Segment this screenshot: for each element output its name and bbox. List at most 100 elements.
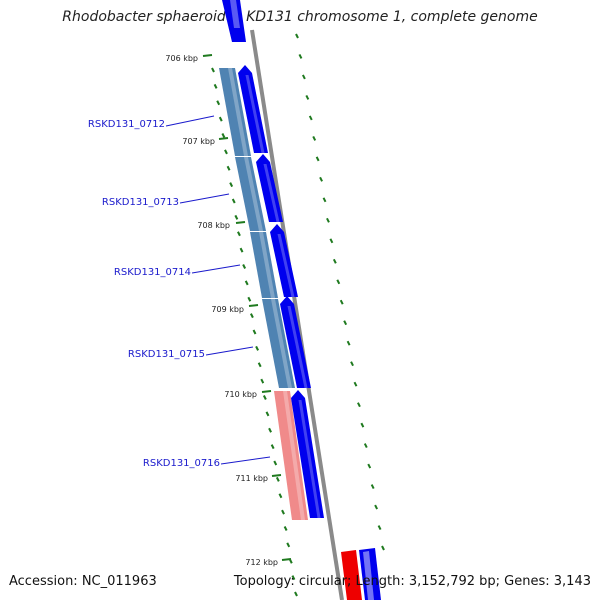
track-dot (257, 362, 262, 368)
tick-mark (281, 558, 292, 561)
inner-dotted-track (211, 67, 298, 597)
gene-label-rskd131-0716[interactable]: RSKD131_0716 (143, 458, 220, 469)
accession-text: Accession: NC_011963 (9, 574, 157, 589)
gene-bar[interactable] (250, 232, 278, 298)
track-dot (260, 378, 265, 384)
cds-arrow-highlight (245, 75, 265, 153)
track-dot (360, 422, 365, 428)
track-dot (343, 320, 348, 326)
cds-arrow[interactable] (256, 154, 283, 222)
cds-arrow[interactable] (238, 65, 268, 153)
track-dot (377, 525, 382, 530)
gene-label-rskd131-0715[interactable]: RSKD131_0715 (128, 349, 205, 360)
track-dot (244, 280, 249, 286)
track-dot (374, 504, 379, 510)
gene-bar[interactable] (235, 157, 266, 231)
track-dot (247, 296, 252, 302)
track-dot (367, 463, 372, 469)
cds-forward-partial-bottom[interactable] (359, 548, 381, 600)
track-dot (281, 509, 285, 515)
rna-feature-partial[interactable] (341, 550, 362, 600)
tick-label: 706 kbp (165, 54, 198, 63)
track-dot (381, 545, 385, 551)
tick-label: 709 kbp (211, 305, 244, 314)
tick-mark (271, 474, 282, 477)
gene-bar-highlight (228, 68, 248, 156)
track-dot (239, 247, 244, 253)
track-dot (370, 484, 375, 490)
cds-arrow[interactable] (291, 390, 324, 518)
gene-bar-highlight (259, 232, 275, 298)
tick-label: 711 kbp (235, 474, 268, 483)
track-dot (301, 74, 306, 80)
leader-line (205, 346, 254, 356)
gene-label-rskd131-0714[interactable]: RSKD131_0714 (114, 267, 191, 278)
track-dot (213, 83, 218, 89)
tick-label: 707 kbp (182, 137, 215, 146)
track-dot (268, 427, 272, 433)
track-dot (278, 493, 283, 499)
gene-bar[interactable] (274, 391, 308, 520)
track-dot (295, 33, 299, 39)
track-dot (298, 54, 303, 59)
track-dot (262, 395, 267, 400)
cds-highlight (363, 551, 374, 600)
cds-arrow-highlight (263, 164, 280, 222)
tick-mark (218, 137, 229, 140)
track-dot (363, 443, 368, 449)
track-dot (255, 345, 259, 351)
gene-bar[interactable] (219, 68, 251, 156)
track-dot (216, 100, 221, 106)
gene-label-rskd131-0713[interactable]: RSKD131_0713 (102, 197, 179, 208)
gene-bar-highlight (283, 391, 305, 520)
track-dot (322, 197, 327, 203)
gene-labels: RSKD131_0712 RSKD131_0713 RSKD131_0714 R… (88, 115, 271, 469)
track-dot (305, 94, 310, 100)
gene-bars-track (219, 68, 308, 520)
track-dot (250, 313, 254, 319)
track-dot (283, 526, 288, 531)
track-dot (315, 156, 320, 162)
track-dot (312, 135, 317, 141)
track-dot (357, 402, 361, 408)
outer-dotted-track (295, 33, 385, 551)
tick-mark (202, 54, 213, 57)
genome-summary-text: Topology: circular; Length: 3,152,792 bp… (233, 574, 591, 589)
track-dot (237, 231, 241, 237)
track-dot (332, 258, 337, 264)
tick-mark (235, 221, 246, 224)
tick-label: 710 kbp (224, 390, 257, 399)
track-dot (234, 214, 239, 220)
track-dot (339, 299, 344, 305)
track-dot (226, 165, 231, 171)
cds-forward-partial-top[interactable] (222, 0, 246, 42)
gene-bar[interactable] (262, 299, 295, 388)
gene-label-rskd131-0712[interactable]: RSKD131_0712 (88, 119, 165, 130)
track-dot (211, 67, 215, 73)
track-dot (270, 444, 275, 450)
cds-forward-track (238, 65, 324, 518)
track-dot (286, 542, 291, 548)
track-dot (252, 329, 257, 335)
chromosome-backbone (250, 29, 344, 600)
cds-arrow[interactable] (270, 224, 298, 297)
cds-arrow-highlight (277, 234, 295, 297)
tick-label: 708 kbp (197, 221, 230, 230)
track-dot (231, 198, 236, 204)
track-dot (308, 115, 313, 121)
tick-mark (261, 390, 272, 393)
cds-arrow-highlight (298, 400, 321, 518)
leader-line (165, 115, 215, 127)
cds-highlight (230, 0, 240, 28)
cds-arrow[interactable] (280, 296, 311, 388)
track-dot (291, 575, 296, 581)
track-dot (218, 116, 223, 122)
gene-bar-highlight (271, 299, 292, 388)
track-dot (336, 279, 341, 285)
track-dot (350, 361, 354, 367)
track-dot (224, 149, 228, 155)
track-dot (329, 238, 334, 244)
track-dot (326, 217, 330, 223)
track-dot (294, 591, 298, 597)
